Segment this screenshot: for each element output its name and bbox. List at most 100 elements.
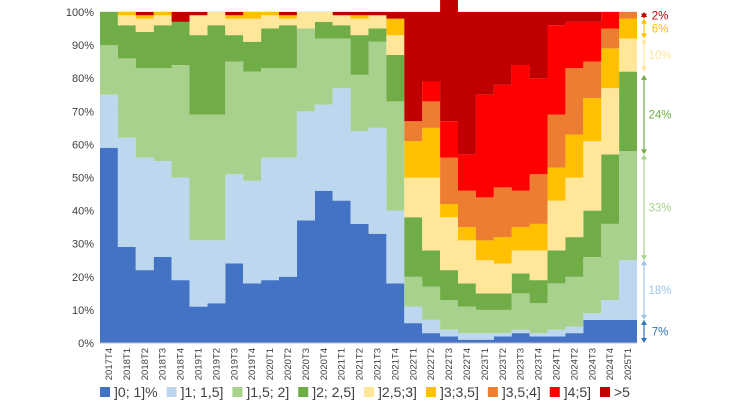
annotation-arrow-head-bottom [641, 66, 647, 72]
x-tick-label: 2021T4 [390, 348, 401, 380]
x-tick-label: 2023T2 [498, 348, 509, 380]
x-tick-label: 2020T2 [283, 348, 294, 380]
x-tick-label: 2022T1 [408, 348, 419, 380]
y-tick-label: 10% [72, 305, 94, 317]
legend-swatch [298, 387, 309, 397]
annotation-arrow-head-bottom [641, 149, 647, 155]
legend-swatch [232, 387, 243, 397]
annotation-arrow-head-bottom [641, 33, 647, 39]
annotation-label: 18% [648, 285, 671, 297]
series-area-1 [100, 88, 637, 340]
series-area-8 [100, 0, 637, 155]
annotation-label: 24% [648, 110, 671, 122]
share-annotations: 2% 6% 10% 24% 33% 18% 7% [641, 10, 672, 343]
x-tick-label: 2019T1 [193, 348, 204, 380]
annotation-arrow-head-top [641, 319, 647, 325]
legend-item-8: >5 [600, 384, 630, 400]
series-area-0 [100, 147, 637, 343]
y-tick-label: 100% [66, 7, 94, 19]
series-area-3 [100, 12, 637, 310]
legend-item-3: ]2; 2,5] [298, 384, 355, 400]
annotation-5: 18% [641, 260, 672, 320]
x-tick-label: 2024T1 [551, 348, 562, 380]
legend-label: ]1,5; 2] [246, 384, 289, 400]
legend-label: ]2,5;3] [378, 384, 417, 400]
legend-label: ]3;3,5] [440, 384, 479, 400]
legend-label: ]2; 2,5] [312, 384, 355, 400]
series-area-7 [100, 12, 637, 198]
annotation-label: 10% [648, 50, 671, 62]
legend-swatch [100, 387, 111, 397]
y-tick-label: 70% [72, 106, 94, 118]
series-area-2 [100, 28, 637, 334]
y-tick-label: 90% [72, 40, 94, 52]
annotation-0: 2% [641, 10, 668, 22]
legend-item-0: ]0; 1]% [100, 384, 158, 400]
x-tick-label: 2018T2 [140, 348, 151, 380]
y-tick-label: 80% [72, 73, 94, 85]
y-axis: 0% 10% 20% 30% 40% 50% 60% 70% 80% 90% 100% [66, 7, 94, 350]
legend-label: ]3,5;4] [502, 384, 541, 400]
x-tick-label: 2021T2 [355, 348, 366, 380]
annotation-1: 6% [641, 18, 669, 39]
legend-item-2: ]1,5; 2] [232, 384, 289, 400]
x-tick-label: 2019T3 [229, 348, 240, 380]
x-tick-label: 2022T2 [426, 348, 437, 380]
data-areas [100, 0, 637, 343]
annotation-arrow-head-bottom [641, 338, 647, 343]
legend-swatch [487, 387, 498, 397]
y-tick-label: 40% [72, 206, 94, 218]
legend-swatch [166, 387, 177, 397]
x-tick-label: 2020T3 [301, 348, 312, 380]
y-tick-label: 0% [78, 338, 94, 350]
x-tick-label: 2025T1 [623, 348, 634, 380]
x-tick-label: 2020T1 [265, 348, 276, 380]
x-tick-label: 2023T3 [516, 348, 527, 380]
x-tick-label: 2024T4 [605, 348, 616, 380]
legend-item-4: ]2,5;3] [364, 384, 417, 400]
annotation-label: 6% [652, 24, 669, 36]
x-tick-label: 2018T4 [176, 348, 187, 380]
annotation-arrow-head-top [641, 18, 647, 24]
x-tick-label: 2024T2 [569, 348, 580, 380]
annotation-6: 7% [641, 319, 669, 343]
annotation-3: 24% [641, 74, 672, 155]
x-tick-label: 2017T4 [104, 348, 115, 380]
x-tick-label: 2018T3 [158, 348, 169, 380]
annotation-arrow-head-top [641, 38, 647, 44]
legend-swatch [364, 387, 375, 397]
annotation-arrow-head-top [641, 260, 647, 266]
x-tick-label: 2022T4 [462, 348, 473, 380]
legend-swatch [549, 387, 560, 397]
legend-label: ]4;5] [564, 384, 591, 400]
x-tick-label: 2021T1 [337, 348, 348, 380]
annotation-2: 10% [641, 38, 672, 72]
annotation-label: 7% [652, 326, 669, 338]
x-tick-label: 2021T3 [372, 348, 383, 380]
legend-item-5: ]3;3,5] [425, 384, 479, 400]
x-tick-label: 2018T1 [122, 348, 133, 380]
y-tick-label: 30% [72, 239, 94, 251]
annotation-arrow-head-top [641, 74, 647, 80]
legend: ]0; 1]% ]1; 1,5] ]1,5; 2] ]2; 2,5] ]2,5;3] ]3… [100, 384, 630, 400]
annotation-4: 33% [641, 154, 672, 261]
legend-label: ]0; 1]% [114, 384, 158, 400]
x-tick-label: 2023T1 [480, 348, 491, 380]
y-tick-label: 60% [72, 139, 94, 151]
x-tick-label: 2022T3 [444, 348, 455, 380]
legend-swatch [425, 387, 436, 397]
x-axis: 2017T4 2018T1 2018T2 2018T3 2018T4 2019T1 2019… [100, 342, 637, 380]
legend-item-6: ]3,5;4] [487, 384, 541, 400]
annotation-label: 33% [648, 202, 671, 214]
legend-item-7: ]4;5] [549, 384, 591, 400]
legend-swatch [600, 387, 611, 397]
legend-label: >5 [614, 384, 630, 400]
legend-item-1: ]1; 1,5] [166, 384, 224, 400]
x-tick-label: 2023T4 [534, 348, 545, 380]
x-tick-label: 2020T4 [319, 348, 330, 380]
legend-label: ]1; 1,5] [181, 384, 224, 400]
annotation-arrow-head-bottom [641, 314, 647, 320]
annotation-arrow-head-bottom [641, 13, 647, 19]
y-tick-label: 20% [72, 272, 94, 284]
